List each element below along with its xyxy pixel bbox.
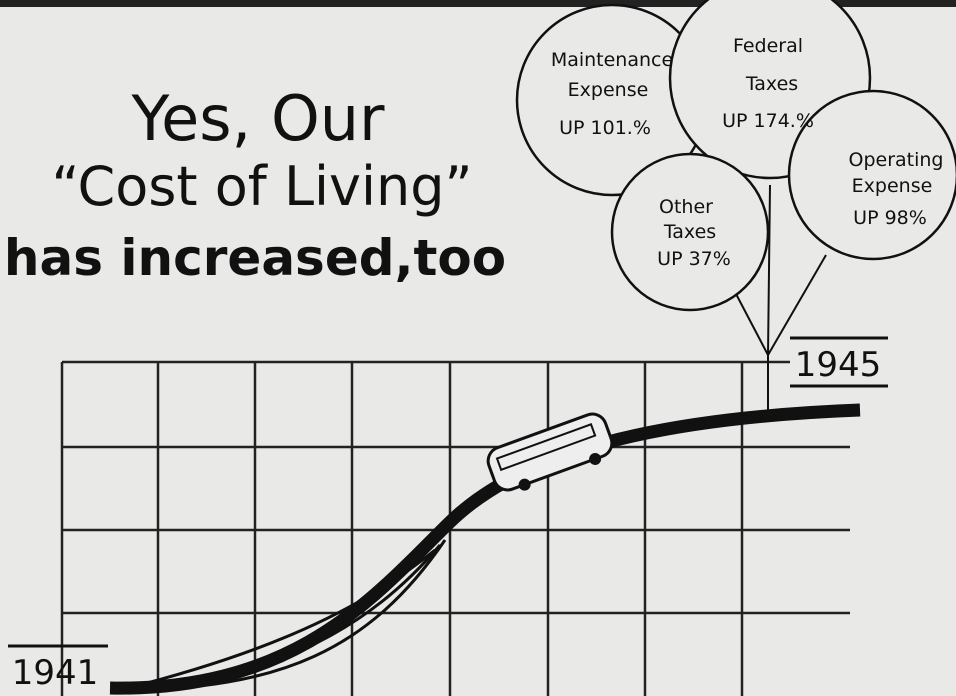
balloon-label: UP 101.% <box>559 117 651 139</box>
page: Yes, Our “Cost of Living” has increased,… <box>0 0 956 696</box>
title-line: “Cost of Living” <box>51 155 472 218</box>
balloon-label: UP 174.% <box>722 110 814 132</box>
balloon-label: Taxes <box>745 73 798 95</box>
balloon-label: Taxes <box>663 221 716 243</box>
end-year: 1945 <box>795 345 882 385</box>
title-line: Yes, Our <box>130 82 385 155</box>
balloon-label: Expense <box>852 175 933 197</box>
illustration: Yes, Our “Cost of Living” has increased,… <box>0 0 956 696</box>
balloon-label: Other <box>659 196 713 218</box>
start-year: 1941 <box>12 653 99 693</box>
balloon-label: Operating <box>849 149 944 171</box>
balloon-label: UP 98% <box>853 207 927 229</box>
title-line: has increased,too <box>4 229 506 287</box>
balloon-label: Federal <box>733 35 803 57</box>
balloon-label: Maintenance <box>551 49 673 71</box>
balloon-label: UP 37% <box>657 248 731 270</box>
balloon-label: Expense <box>568 79 649 101</box>
